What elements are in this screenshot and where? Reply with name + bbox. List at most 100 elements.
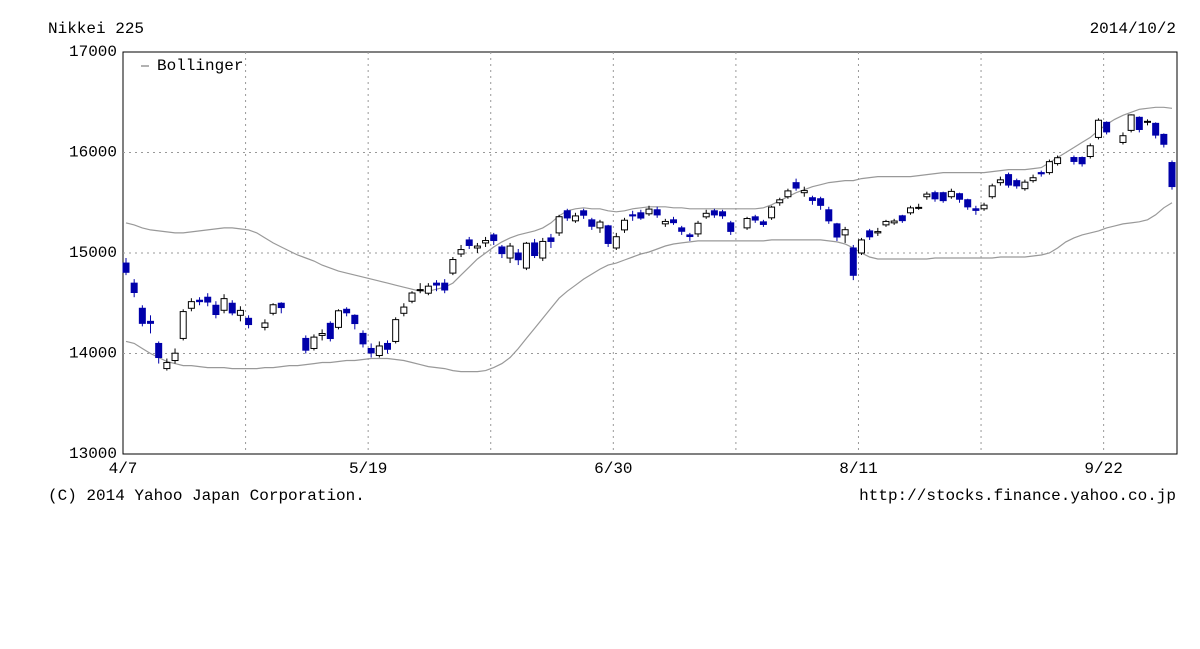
candle-body (539, 240, 547, 259)
candle-body (890, 220, 898, 224)
candle-body (727, 222, 735, 232)
x-tick-label: 6/30 (594, 460, 632, 478)
candle-body (204, 296, 212, 303)
candle-body (768, 206, 776, 219)
candle-body (1054, 157, 1062, 165)
candle-body (212, 304, 220, 316)
candle-body (277, 302, 285, 309)
candle-body (228, 302, 236, 314)
candle-body (637, 212, 645, 219)
copyright: (C) 2014 Yahoo Japan Corporation. (48, 487, 365, 505)
y-tick-label: 17000 (69, 43, 117, 61)
candle-body (1168, 162, 1176, 188)
candle-body (800, 190, 808, 194)
candle-body (490, 234, 498, 242)
candle-body (996, 179, 1004, 184)
candle-body (759, 221, 767, 225)
candle-body (751, 216, 759, 221)
candle-body (482, 240, 490, 244)
candle-body (710, 210, 718, 216)
candle-body (334, 310, 342, 328)
candle-body (375, 345, 383, 357)
y-tick-label: 16000 (69, 144, 117, 162)
x-tick-label: 4/7 (109, 460, 138, 478)
candle-body (359, 332, 367, 345)
candle-body (531, 242, 539, 257)
bollinger-lower (125, 202, 1173, 373)
x-tick-label: 8/11 (839, 460, 877, 478)
candle-body (956, 193, 964, 200)
candle-body (1037, 172, 1045, 175)
candle-body (776, 199, 784, 204)
y-tick-label: 15000 (69, 244, 117, 262)
candle-body (310, 336, 318, 349)
candle-body (882, 220, 890, 226)
candle-body (1029, 177, 1037, 182)
candle-body (1086, 145, 1094, 158)
candle-body (563, 210, 571, 219)
candle-body (245, 317, 253, 326)
candle-body (817, 198, 825, 206)
candle-body (187, 301, 195, 309)
candle-body (138, 307, 146, 324)
candle-body (580, 210, 588, 216)
candle-body (571, 215, 579, 222)
bollinger-upper (125, 106, 1173, 292)
candle-body (408, 292, 416, 302)
candle-body (629, 214, 637, 217)
legend-label: Bollinger (157, 57, 243, 75)
candle-body (473, 245, 481, 249)
candle-body (155, 342, 163, 359)
candle-body (130, 282, 138, 293)
candle-body (1119, 135, 1127, 143)
candle-body (1103, 121, 1111, 133)
y-tick-label: 13000 (69, 445, 117, 463)
candle-body (384, 342, 391, 350)
candle-body (980, 204, 988, 210)
candle-body (939, 192, 947, 202)
candle-body (457, 249, 465, 255)
candle-body (825, 209, 833, 222)
candle-body (1160, 133, 1168, 145)
candle-body (1094, 119, 1102, 138)
candle-body (857, 239, 865, 254)
y-tick-label: 14000 (69, 345, 117, 363)
candle-body (833, 223, 841, 238)
candle-body (743, 218, 751, 229)
candle-body (588, 219, 596, 227)
candle-body (1152, 122, 1160, 136)
candle-body (514, 252, 522, 261)
candle-body (686, 234, 694, 238)
candle-body (400, 306, 408, 314)
candle-body (171, 352, 179, 362)
candle-body (874, 231, 882, 234)
chart-title: Nikkei 225 (48, 20, 144, 38)
candle-body (719, 211, 727, 217)
candle-body (269, 304, 277, 314)
candle-body (988, 185, 996, 198)
candle-body (498, 246, 506, 255)
candle-body (808, 197, 816, 201)
candle-body (694, 222, 702, 235)
candle-body (898, 215, 906, 222)
candle-body (416, 289, 424, 292)
candle-body (972, 208, 980, 211)
candle-body (849, 247, 857, 276)
candle-body (318, 333, 326, 336)
candle-body (326, 322, 334, 340)
candle-body (645, 208, 653, 215)
candle-body (196, 299, 204, 303)
candle-body (261, 322, 269, 328)
candle-body (1045, 161, 1053, 174)
candle-body (947, 190, 955, 198)
candle-body (670, 219, 678, 224)
candle-body (1005, 174, 1013, 186)
candle-body (163, 362, 171, 370)
candle-body (506, 245, 514, 259)
x-tick-label: 5/19 (349, 460, 387, 478)
x-tick-label: 9/22 (1084, 460, 1122, 478)
candle-body (343, 308, 351, 314)
candle-body (367, 347, 375, 354)
candle-body (841, 229, 849, 236)
candle-body (1143, 120, 1151, 123)
